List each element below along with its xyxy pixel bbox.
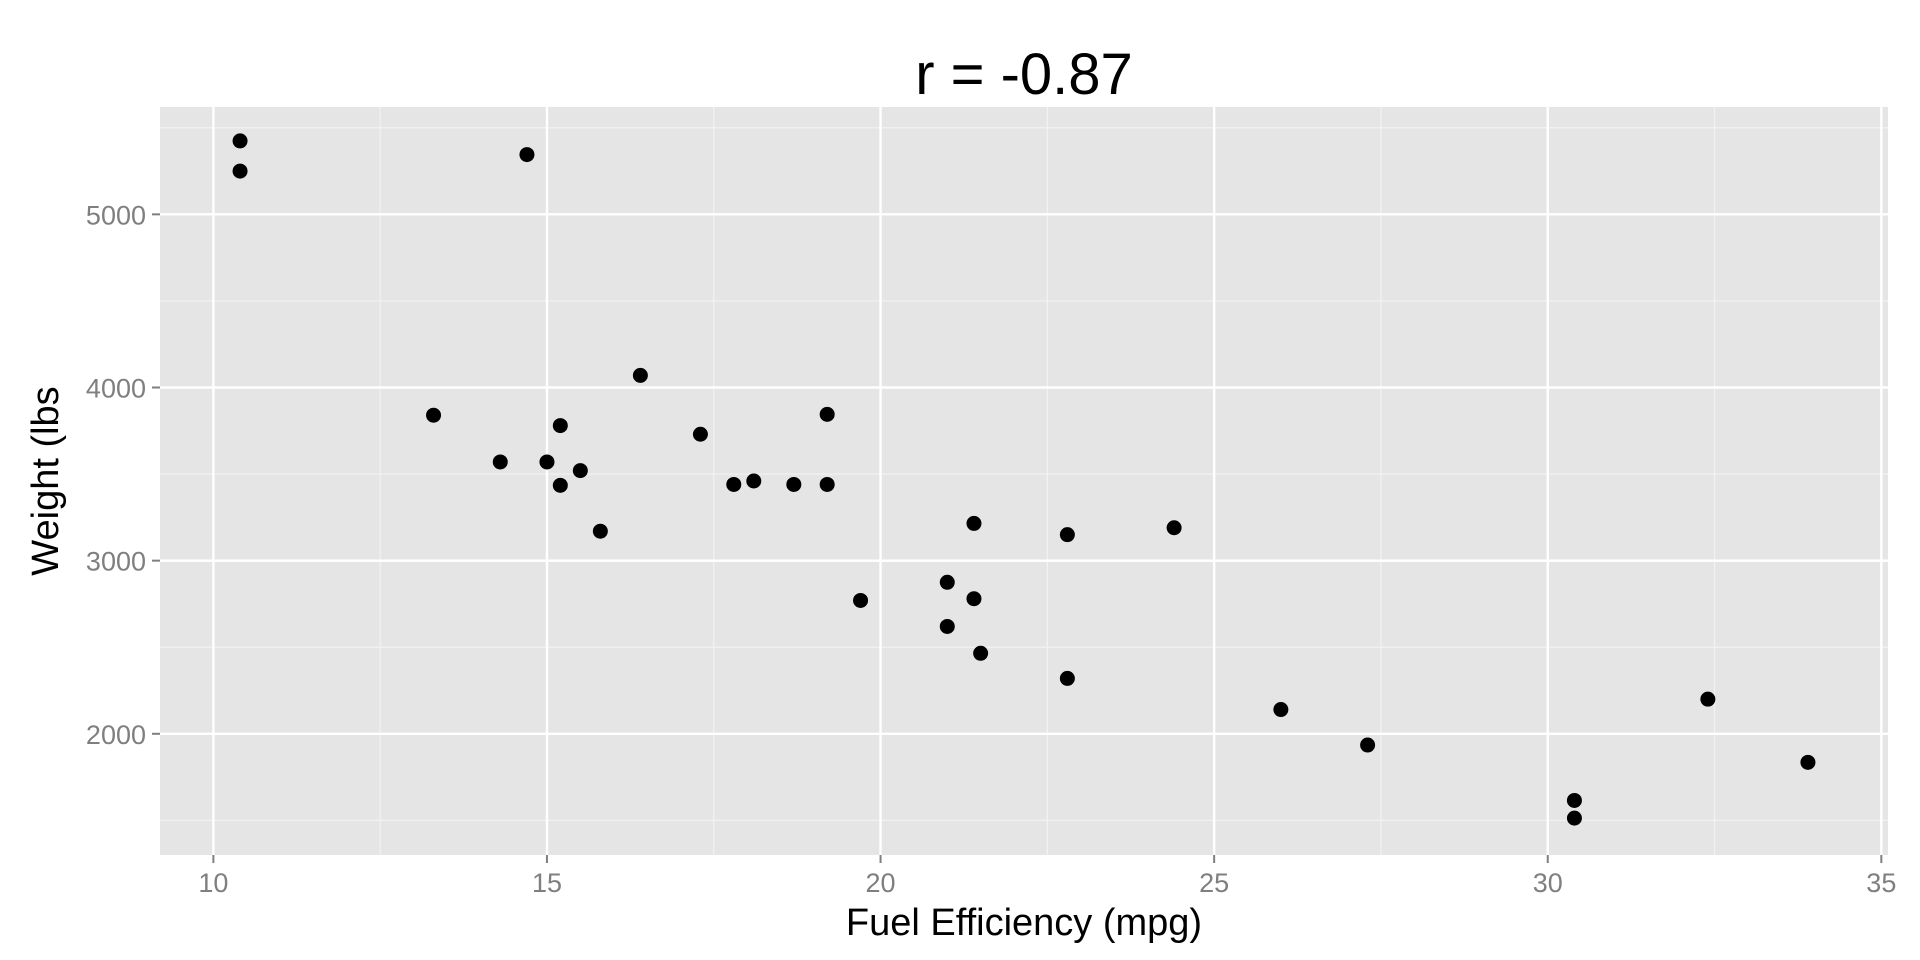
- data-point: [1059, 670, 1075, 686]
- y-tick-label: 2000: [86, 720, 146, 750]
- data-point: [939, 574, 955, 590]
- chart-title: r = -0.87: [915, 42, 1133, 107]
- data-points: [232, 133, 1816, 826]
- data-point: [539, 454, 555, 470]
- x-axis-label: Fuel Efficiency (mpg): [846, 902, 1202, 944]
- data-point: [492, 454, 508, 470]
- y-axis-label: Weight (lbs: [25, 386, 67, 575]
- data-point: [232, 163, 248, 179]
- data-point: [572, 463, 588, 479]
- data-point: [939, 618, 955, 634]
- data-point: [1360, 737, 1376, 753]
- major-gridlines: [160, 107, 1888, 855]
- x-tick-label: 15: [532, 868, 562, 898]
- data-point: [552, 477, 568, 493]
- data-point: [853, 592, 869, 608]
- data-point: [1566, 810, 1582, 826]
- minor-gridlines: [160, 107, 1888, 855]
- data-point: [966, 515, 982, 531]
- data-point: [1166, 520, 1182, 536]
- y-tick-label: 5000: [86, 200, 146, 230]
- data-point: [1566, 792, 1582, 808]
- x-axis-ticks: 10 15 20 25 30 35: [198, 855, 1896, 898]
- x-tick-label: 20: [866, 868, 896, 898]
- x-tick-label: 25: [1199, 868, 1229, 898]
- data-point: [426, 407, 442, 423]
- data-point: [819, 406, 835, 422]
- data-point: [632, 367, 648, 383]
- x-tick-label: 10: [198, 868, 228, 898]
- data-point: [746, 473, 762, 489]
- data-point: [232, 133, 248, 149]
- data-point: [966, 591, 982, 607]
- y-axis-ticks: 2000 3000 4000 5000: [86, 200, 160, 750]
- data-point: [592, 523, 608, 539]
- x-tick-label: 30: [1533, 868, 1563, 898]
- data-point: [1273, 702, 1289, 718]
- data-point: [1800, 754, 1816, 770]
- x-tick-label: 35: [1866, 868, 1896, 898]
- data-point: [519, 147, 535, 163]
- data-point: [786, 476, 802, 492]
- y-tick-label: 4000: [86, 374, 146, 404]
- data-point: [973, 645, 989, 661]
- data-point: [692, 426, 708, 442]
- plot-panel: [160, 107, 1888, 855]
- data-point: [552, 418, 568, 434]
- data-point: [819, 476, 835, 492]
- data-point: [726, 476, 742, 492]
- y-tick-label: 3000: [86, 547, 146, 577]
- data-point: [1700, 691, 1716, 707]
- data-point: [1059, 527, 1075, 543]
